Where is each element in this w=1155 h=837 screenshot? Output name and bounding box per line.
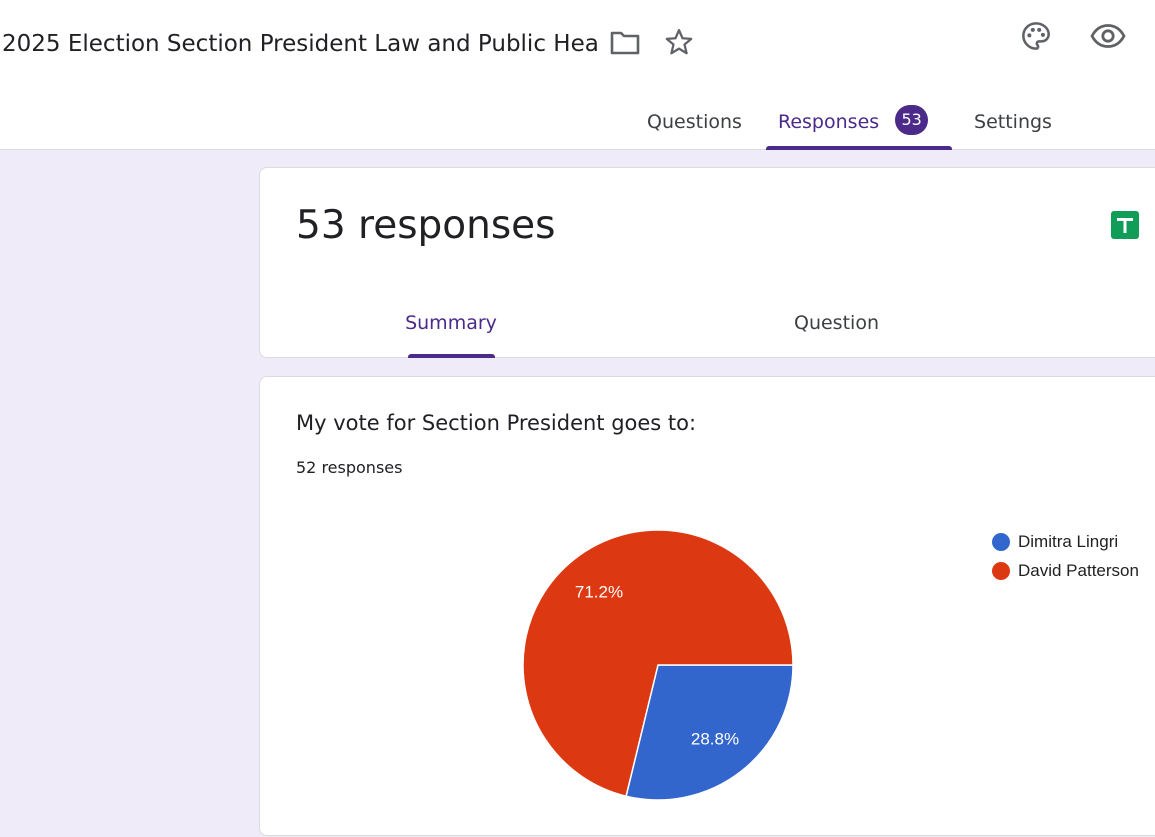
tab-responses[interactable]: Responses 53 xyxy=(766,95,952,150)
move-to-folder-button[interactable] xyxy=(606,25,644,63)
subtab-summary[interactable]: Summary xyxy=(400,294,502,358)
legend-label: David Patterson xyxy=(1018,560,1139,580)
pie-slice-label: 71.2% xyxy=(575,582,623,601)
customize-theme-button[interactable] xyxy=(1014,17,1058,59)
responses-total: 53 responses xyxy=(296,203,556,248)
form-title[interactable]: 2025 Election Section President Law and … xyxy=(2,31,598,57)
subtab-question[interactable]: Question xyxy=(794,312,879,334)
responses-count-badge: 53 xyxy=(895,104,929,135)
legend-item: Dimitra Lingri xyxy=(992,527,1139,556)
tab-settings[interactable]: Settings xyxy=(974,111,1052,133)
pie-slice-label: 28.8% xyxy=(691,729,739,748)
star-icon xyxy=(664,27,694,62)
legend-item: David Patterson xyxy=(992,556,1139,585)
pie-slice-david-patterson[interactable] xyxy=(522,529,794,798)
folder-icon xyxy=(610,29,640,60)
sheets-icon xyxy=(1110,210,1140,245)
question-title: My vote for Section President goes to: xyxy=(296,411,697,435)
form-tabs: Questions Responses 53 Settings xyxy=(0,95,1155,150)
responses-header-card: 53 responses Summary Question xyxy=(259,167,1155,358)
eye-icon xyxy=(1090,23,1126,54)
tab-questions[interactable]: Questions xyxy=(647,111,742,133)
star-button[interactable] xyxy=(659,25,699,63)
legend-swatch xyxy=(992,532,1010,551)
link-to-sheets-button[interactable] xyxy=(1106,208,1144,246)
legend-label: Dimitra Lingri xyxy=(1018,531,1119,551)
legend-swatch xyxy=(992,561,1010,580)
top-bar: 2025 Election Section President Law and … xyxy=(0,0,1155,150)
palette-icon xyxy=(1020,20,1052,57)
pie-chart: 28.8% 71.2% xyxy=(522,529,794,801)
question-response-count: 52 responses xyxy=(296,458,403,477)
question-summary-card: My vote for Section President goes to: 5… xyxy=(259,376,1155,836)
chart-legend: Dimitra Lingri David Patterson xyxy=(992,527,1139,585)
preview-button[interactable] xyxy=(1084,17,1132,59)
pie-slice-dimitra-lingri[interactable] xyxy=(625,664,794,801)
tab-responses-label: Responses xyxy=(778,111,880,133)
